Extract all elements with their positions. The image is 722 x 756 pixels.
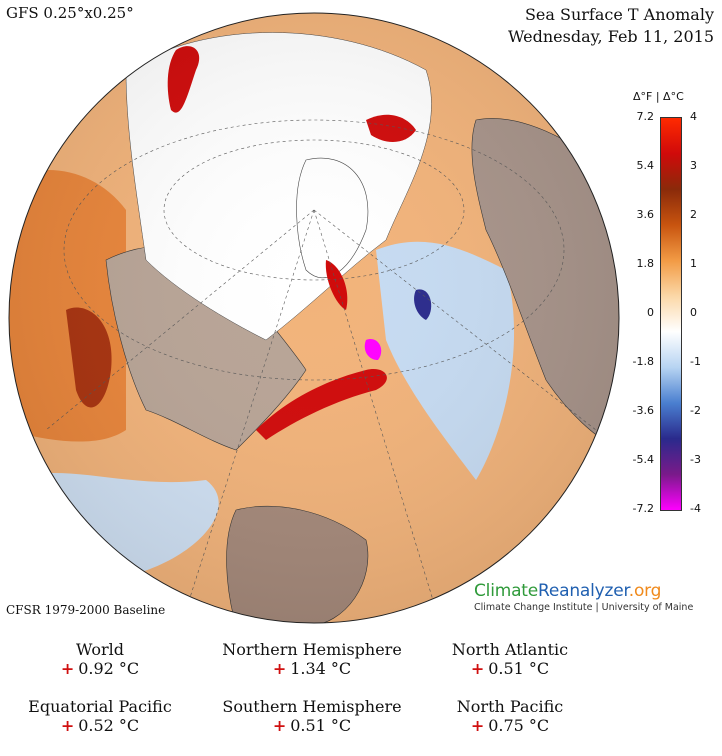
legend-tick-celsius: 2 [690, 208, 697, 221]
stat-equatorial-pacific: Equatorial Pacific +0.52 °C [0, 697, 200, 736]
map-title: Sea Surface T Anomaly [524, 5, 714, 24]
legend-tick-fahrenheit: 7.2 [636, 110, 655, 123]
globe-outline [8, 12, 620, 624]
stat-value: 0.51 °C [290, 716, 352, 735]
legend-tick-celsius: 1 [690, 257, 697, 270]
legend-tick-fahrenheit: 0 [647, 306, 654, 319]
globe-shading [9, 13, 619, 623]
stat-sign: + [272, 659, 287, 678]
map-date: Wednesday, Feb 11, 2015 [508, 27, 714, 46]
globe-map [6, 10, 622, 626]
stat-value-row: +1.34 °C [212, 659, 412, 679]
stat-sign: + [272, 716, 287, 735]
stat-north-atlantic: North Atlantic +0.51 °C [410, 640, 610, 679]
legend-tick-celsius: -4 [690, 502, 701, 515]
title-block: Sea Surface T Anomaly Wednesday, Feb 11,… [508, 4, 714, 48]
legend-tick-celsius: 4 [690, 110, 697, 123]
stat-sign: + [470, 716, 485, 735]
brand-org: .org [628, 581, 662, 601]
legend-tick-fahrenheit: -7.2 [632, 502, 654, 515]
stat-value: 0.92 °C [78, 659, 140, 678]
stat-name: Equatorial Pacific [28, 697, 172, 716]
stat-value: 0.52 °C [78, 716, 140, 735]
stat-name: North Pacific [456, 697, 564, 716]
stat-value-row: +0.75 °C [410, 716, 610, 736]
stat-value: 0.75 °C [488, 716, 550, 735]
legend-units: Δ°F | Δ°C [633, 90, 684, 103]
stat-name: Northern Hemisphere [222, 640, 402, 659]
stat-northern-hemisphere: Northern Hemisphere +1.34 °C [212, 640, 412, 679]
model-label: GFS 0.25°x0.25° [6, 4, 134, 22]
globe-svg [8, 12, 620, 624]
legend-tick-fahrenheit: 3.6 [636, 208, 655, 221]
stat-southern-hemisphere: Southern Hemisphere +0.51 °C [212, 697, 412, 736]
stat-value-row: +0.52 °C [0, 716, 200, 736]
stat-value-row: +0.92 °C [0, 659, 200, 679]
legend-tick-fahrenheit: -1.8 [632, 355, 654, 368]
baseline-label: CFSR 1979-2000 Baseline [6, 603, 166, 617]
brand-subtitle: Climate Change Institute | University of… [474, 602, 694, 613]
stat-sign: + [60, 716, 75, 735]
stat-name: World [76, 640, 124, 659]
stat-value-row: +0.51 °C [212, 716, 412, 736]
brand-climate: Climate [474, 581, 539, 601]
legend-tick-celsius: -3 [690, 453, 701, 466]
brand-reanalyzer: Reanalyzer [538, 581, 629, 601]
legend-tick-fahrenheit: 1.8 [636, 257, 655, 270]
brand-logo-text[interactable]: ClimateReanalyzer.org [474, 581, 714, 601]
legend-tick-fahrenheit: -5.4 [632, 453, 654, 466]
legend-tick-celsius: -1 [690, 355, 701, 368]
stat-name: North Atlantic [451, 640, 569, 659]
stat-name: Southern Hemisphere [222, 697, 402, 716]
legend-tick-celsius: 0 [690, 306, 697, 319]
stat-world: World +0.92 °C [0, 640, 200, 679]
legend-tick-celsius: 3 [690, 159, 697, 172]
legend-tick-fahrenheit: 5.4 [636, 159, 655, 172]
stat-sign: + [60, 659, 75, 678]
legend-tick-celsius: -2 [690, 404, 701, 417]
stat-north-pacific: North Pacific +0.75 °C [410, 697, 610, 736]
stat-value: 1.34 °C [290, 659, 352, 678]
stat-value-row: +0.51 °C [410, 659, 610, 679]
legend-tick-fahrenheit: -3.6 [632, 404, 654, 417]
color-scale-bar [660, 117, 682, 511]
stat-value: 0.51 °C [488, 659, 550, 678]
stat-sign: + [470, 659, 485, 678]
brand-block: ClimateReanalyzer.org Climate Change Ins… [474, 581, 714, 613]
